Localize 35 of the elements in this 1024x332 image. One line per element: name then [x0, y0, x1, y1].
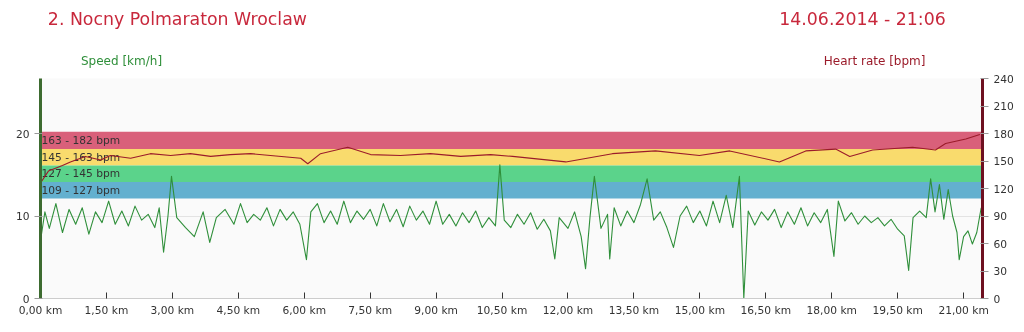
y-axis-title: Speed [km/h] — [80, 53, 163, 68]
x-tick-label: 6,00 km — [282, 303, 327, 317]
band-label: 163 - 182 bpm — [41, 133, 121, 147]
x-tick-label: 19,50 km — [872, 303, 923, 317]
x-tick-label: 16,50 km — [740, 303, 792, 317]
x-tick-label: 0,00 km — [18, 303, 63, 317]
chart-subtitle: 14.06.2014 - 21:06 — [779, 8, 946, 29]
y2-tick-label: 0 — [993, 292, 1001, 306]
x-tick-label: 18,00 km — [806, 303, 857, 317]
x-tick-label: 4,50 km — [216, 303, 261, 317]
x-tick-label: 21,00 km — [938, 303, 989, 317]
y-tick-label: 20 — [15, 127, 30, 141]
y2-tick-label: 30 — [993, 265, 1008, 278]
x-tick-label: 10,50 km — [476, 303, 528, 317]
line-series — [40, 164, 982, 299]
y-tick-label: 0 — [22, 292, 30, 306]
y2-tick-label: 120 — [993, 182, 1015, 196]
x-tick-label: 15,00 km — [674, 303, 726, 317]
y2-tick-label: 60 — [993, 237, 1008, 251]
band-label: 109 - 127 bpm — [41, 183, 121, 197]
x-tick-label: 7,50 km — [348, 303, 393, 317]
x-tick-label: 3,00 km — [150, 303, 195, 317]
y2-tick-label: 180 — [993, 127, 1015, 141]
line-series — [40, 133, 981, 184]
x-tick-label: 12,00 km — [542, 303, 594, 317]
y2-axis-title: Heart rate [bpm] — [823, 53, 926, 68]
y2-tick-label: 150 — [993, 155, 1015, 168]
x-tick-label: 9,00 km — [414, 303, 458, 317]
y-tick-label: 10 — [15, 210, 30, 224]
x-tick-label: 13,50 km — [608, 303, 660, 317]
chart-title: 2. Nocny Polmaraton Wroclaw — [47, 8, 307, 29]
y2-tick-label: 210 — [993, 100, 1015, 113]
x-tick-label: 1,50 km — [84, 303, 129, 317]
y2-tick-label: 90 — [993, 210, 1008, 223]
y2-tick-label: 240 — [993, 72, 1015, 86]
